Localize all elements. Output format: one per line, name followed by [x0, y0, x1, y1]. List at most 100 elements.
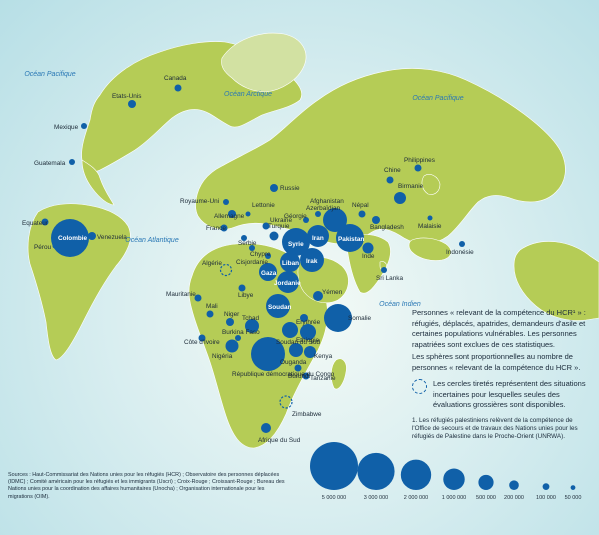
bubble-southafrica	[261, 423, 271, 433]
bubble-mauritania	[194, 294, 202, 302]
bubble-usa	[128, 100, 136, 108]
label-iran: Iran	[312, 235, 324, 242]
ocean-label-atlantic: Océan Atlantique	[125, 237, 179, 244]
label-burundi: Burundi	[288, 373, 310, 380]
bubble-burma	[394, 192, 406, 204]
label-india: Inde	[362, 253, 375, 260]
label-turkey: Turquie	[268, 223, 290, 230]
label-peru: Pérou	[34, 244, 51, 251]
bubble-latvia	[245, 211, 251, 217]
label-syria: Syrie	[288, 241, 304, 248]
label-rdc: République démocratique du Congo	[232, 371, 335, 378]
key-label-7: 50 000	[565, 495, 582, 501]
label-cisjordanie: Cisjordanie	[236, 259, 268, 266]
greenland-land	[221, 32, 307, 93]
label-chad: Tchad	[242, 315, 259, 322]
label-algeria: Algérie	[202, 260, 222, 267]
ocean-label-indian: Océan Indien	[379, 301, 421, 308]
bubble-gaza	[259, 263, 277, 281]
label-zimbabwe: Zimbabwe	[292, 411, 322, 418]
dashed-circle-icon	[412, 379, 427, 394]
bubble-syria	[282, 228, 310, 256]
label-srilanka: Sri Lanka	[376, 275, 403, 282]
key-label-3: 1 000 000	[442, 495, 466, 501]
bubble-tanzania	[302, 372, 310, 380]
bubble-malaysia	[427, 215, 433, 221]
label-mauritania: Mauritanie	[166, 291, 196, 298]
madagascar-land	[330, 358, 347, 390]
label-pakistan: Pakistan	[338, 236, 364, 243]
label-yemen: Yémen	[322, 289, 343, 296]
bubble-ethiopia	[300, 324, 316, 340]
indonesia-land	[408, 237, 452, 261]
key-circle-7	[570, 485, 576, 490]
bubble-zimbabwe-uncertain	[279, 395, 293, 409]
label-germany: Allemagne	[214, 213, 245, 220]
bubble-serbia	[241, 235, 247, 241]
bubble-nepal	[358, 210, 366, 218]
bubble-algeria-uncertain	[219, 263, 233, 277]
label-ukraine: Ukraine	[270, 217, 292, 224]
bubble-china	[386, 176, 394, 184]
label-kenya: Kenya	[314, 353, 333, 360]
label-lebanon: Liban	[282, 260, 299, 267]
australia-land	[513, 241, 599, 321]
bubble-rdc	[251, 337, 285, 371]
bubble-sudan	[266, 294, 290, 318]
label-malaysia: Malaisie	[418, 223, 442, 230]
bubble-niger	[226, 318, 234, 326]
sources-text: Sources : Haut-Commissariat des Nations …	[8, 472, 285, 500]
label-uganda: Ouganda	[280, 359, 307, 366]
key-circle-3	[443, 468, 465, 490]
bubble-bangladesh	[372, 216, 380, 224]
bubble-lebanon	[280, 252, 300, 272]
bubble-india	[362, 242, 374, 254]
bubble-mali	[206, 310, 214, 318]
bubble-libya	[238, 284, 246, 292]
label-mexico: Mexique	[54, 124, 79, 131]
label-indonesia: Indonésie	[446, 249, 474, 256]
label-eritrea: Erythrée	[296, 319, 321, 326]
legend-circles-note: Les sphères sont proportionnelles au nom…	[412, 352, 581, 372]
bubble-canada	[174, 84, 182, 92]
bubble-uganda	[289, 343, 303, 357]
bubble-georgia	[303, 217, 309, 223]
eurasia-land	[195, 68, 566, 245]
bubble-srilanka	[381, 267, 387, 273]
key-label-6: 100 000	[536, 495, 556, 501]
bubble-germany	[228, 210, 236, 218]
bubble-cisjordanie	[265, 253, 271, 259]
label-afghanistan: Afghanistan	[310, 198, 344, 205]
bubble-jordan	[277, 271, 299, 293]
label-tanzania: Tanzanie	[310, 375, 336, 382]
label-azerbaijan: Azerbaïdjan	[306, 205, 341, 212]
bubble-southsudan	[282, 322, 298, 338]
bubble-philippines	[414, 164, 422, 172]
label-nigeria: Nigéria	[212, 353, 233, 360]
label-ivorycoast: Côte d'Ivoire	[184, 339, 220, 346]
bubble-peru	[52, 243, 58, 249]
label-guatemala: Guatemala	[34, 160, 66, 167]
bubble-guatemala	[69, 159, 75, 165]
key-label-0: 5 000 000	[322, 495, 346, 501]
bubble-ivorycoast	[198, 334, 206, 342]
legend-dashed-row: Les cercles tiretés représentent des sit…	[412, 379, 590, 411]
bubble-yemen	[313, 291, 323, 301]
label-latvia: Lettonie	[252, 202, 275, 209]
bubble-uk	[223, 199, 229, 205]
bubble-ecuador	[41, 218, 49, 226]
legend-footnote: 1. Les réfugiés palestiniens relèvent de…	[412, 416, 578, 441]
key-circle-2	[400, 459, 432, 491]
bubble-azerbaijan	[315, 211, 321, 217]
label-somalia: Somalie	[348, 315, 372, 322]
key-circle-1	[357, 452, 395, 490]
legend-dashed-note: Les cercles tiretés représentent des sit…	[433, 379, 586, 409]
label-nepal: Népal	[352, 202, 369, 209]
bubble-colombia	[51, 219, 89, 257]
ocean-label-pacific-west: Océan Pacifique	[24, 71, 75, 78]
key-circle-6	[542, 483, 550, 491]
legend-title: Personnes « relevant de la compétence du…	[412, 308, 586, 349]
label-jordan: Jordanie	[274, 280, 301, 287]
central-america-land	[81, 159, 115, 206]
